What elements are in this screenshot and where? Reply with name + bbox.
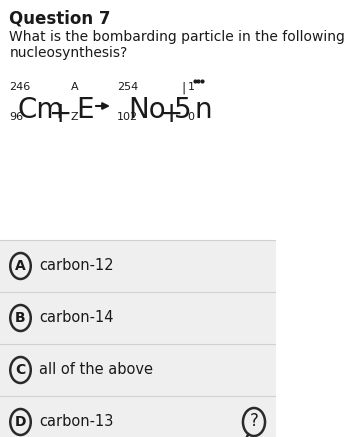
Text: Question 7: Question 7 (9, 10, 111, 28)
Text: D: D (15, 415, 26, 429)
Text: A: A (71, 82, 79, 92)
Text: all of the above: all of the above (40, 363, 153, 378)
Text: ?: ? (250, 412, 258, 430)
Text: Z: Z (71, 112, 79, 122)
FancyBboxPatch shape (0, 344, 276, 396)
Text: 96: 96 (9, 112, 23, 122)
Text: nucleosynthesis?: nucleosynthesis? (9, 46, 128, 60)
Text: 0: 0 (188, 112, 195, 122)
Text: n: n (194, 96, 212, 124)
Text: 1: 1 (188, 82, 195, 92)
FancyBboxPatch shape (0, 240, 276, 292)
Text: 246: 246 (9, 82, 31, 92)
Text: carbon-14: carbon-14 (40, 311, 114, 326)
FancyBboxPatch shape (0, 396, 276, 437)
Text: No: No (128, 96, 166, 124)
Text: 254: 254 (117, 82, 138, 92)
FancyBboxPatch shape (0, 292, 276, 344)
Text: +: + (49, 100, 72, 128)
Text: E: E (77, 96, 94, 124)
Text: 5: 5 (174, 96, 192, 124)
Text: C: C (15, 363, 26, 377)
Text: A: A (15, 259, 26, 273)
Text: What is the bombarding particle in the following: What is the bombarding particle in the f… (9, 30, 345, 44)
Text: Cm: Cm (18, 96, 64, 124)
Text: carbon-12: carbon-12 (40, 259, 114, 274)
Text: 102: 102 (117, 112, 138, 122)
Text: carbon-13: carbon-13 (40, 415, 114, 430)
Text: +: + (160, 100, 183, 128)
Text: B: B (15, 311, 26, 325)
Text: |: | (181, 82, 186, 95)
